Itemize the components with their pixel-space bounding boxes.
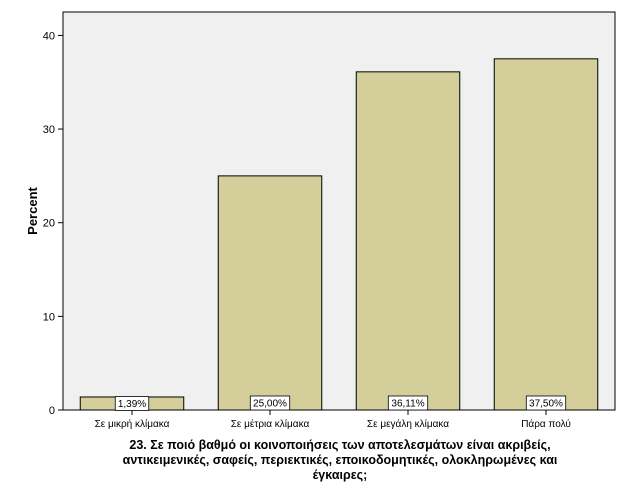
data-label-text: 1,39% xyxy=(118,399,146,410)
y-tick-label: 10 xyxy=(43,311,55,323)
bars-group: 1,39% 25,00% 36,11% 37,50% xyxy=(79,58,599,411)
data-label-text: 36,11% xyxy=(391,399,424,410)
x-tick-label: Σε μεγάλη κλίμακα xyxy=(367,418,449,430)
x-axis-title-line-3: έγκαιρες; xyxy=(312,468,368,482)
bar xyxy=(493,58,599,411)
bar xyxy=(217,175,323,411)
data-label: 1,39% xyxy=(114,396,150,411)
x-axis-title: 23. Σε ποιό βαθμό οι κοινοποιήσεις των α… xyxy=(60,438,620,483)
data-label: 36,11% xyxy=(387,395,429,411)
x-axis-title-line-2: αντικειμενικές, σαφείς, περιεκτικές, επο… xyxy=(122,453,558,467)
y-tick-label: 0 xyxy=(49,405,55,417)
data-label-text: 37,50% xyxy=(529,399,563,410)
x-axis-title-line-1: 23. Σε ποιό βαθμό οι κοινοποιήσεις των α… xyxy=(129,438,551,452)
y-tick-label: 30 xyxy=(43,124,55,136)
y-tick-label: 40 xyxy=(43,30,55,42)
data-label: 37,50% xyxy=(525,395,567,411)
x-tick-label: Σε μικρή κλίμακα xyxy=(95,418,170,430)
data-label: 25,00% xyxy=(249,395,291,411)
x-tick-label: Σε μέτρια κλίμακα xyxy=(231,418,310,430)
x-tick-label: Πάρα πολύ xyxy=(521,418,571,430)
y-tick-label: 20 xyxy=(43,218,55,230)
x-axis: Σε μικρή κλίμακα Σε μέτρια κλίμακα Σε μεγά… xyxy=(95,410,571,430)
y-axis: 0 10 20 30 40 xyxy=(43,30,63,417)
data-label-text: 25,00% xyxy=(253,399,287,410)
bar xyxy=(355,71,461,411)
y-axis-title: Percent xyxy=(25,186,40,234)
